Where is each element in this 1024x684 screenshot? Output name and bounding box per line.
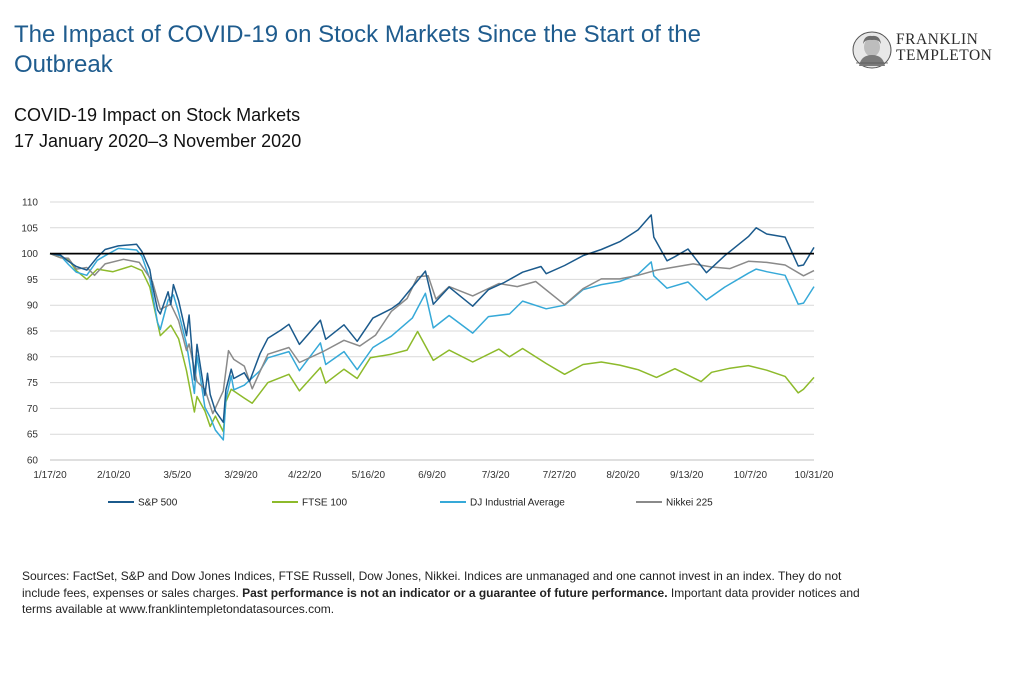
y-tick-label: 75 [27,378,39,389]
x-tick-label: 8/20/20 [606,470,640,481]
x-tick-label: 2/10/20 [97,470,131,481]
y-tick-label: 95 [27,275,39,286]
y-tick-label: 110 [22,198,38,209]
chart-legend: S&P 500 FTSE 100 DJ Industrial Average Nikk… [108,498,713,509]
x-tick-label: 4/22/20 [288,470,322,481]
x-tick-label: 9/13/20 [670,470,704,481]
legend-entry: Nikkei 225 [636,498,713,509]
x-axis-tick-labels: 1/17/20 2/10/20 3/5/20 3/29/20 4/22/20 5/16/2… [33,470,834,481]
y-tick-label: 85 [27,327,39,338]
series-line-s-p-500 [49,214,815,424]
logo-line-2: TEMPLETON [896,47,993,64]
series-line-nikkei-225 [49,252,815,415]
y-tick-label: 70 [27,404,39,415]
legend-label: S&P 500 [138,498,178,509]
series-line-dj-industrial-average [49,247,815,441]
legend-label: FTSE 100 [302,498,347,509]
legend-entry: FTSE 100 [272,498,347,509]
chart-subtitle: COVID-19 Impact on Stock Markets 17 Janu… [14,102,301,154]
y-tick-label: 60 [27,456,39,467]
line-chart: 60 65 70 75 80 85 90 95 100 105 110 1/17/20 2/10/20… [21,198,834,509]
legend-label: Nikkei 225 [666,498,713,509]
y-axis-tick-labels: 60 65 70 75 80 85 90 95 100 105 110 [21,198,38,467]
y-tick-label: 90 [27,301,39,312]
legend-entry: S&P 500 [108,498,178,509]
benjamin-franklin-portrait-icon [852,31,892,69]
y-tick-label: 105 [21,223,38,234]
y-tick-label: 100 [21,249,38,260]
footnote-text-1: Sources: FactSet, S&P and Dow Jones Indi… [22,569,842,600]
x-tick-label: 5/16/20 [352,470,386,481]
subtitle-line-2: 17 January 2020–3 November 2020 [14,131,302,151]
x-tick-label: 3/29/20 [224,470,258,481]
logo-line-1: FRANKLIN [896,31,979,48]
x-tick-label: 7/27/20 [543,470,577,481]
x-tick-label: 7/3/20 [482,470,510,481]
y-tick-label: 80 [27,352,39,363]
y-tick-label: 65 [27,430,39,441]
subtitle-line-1: COVID-19 Impact on Stock Markets [14,105,301,125]
x-tick-label: 10/31/20 [795,470,834,481]
x-tick-label: 1/17/20 [33,470,67,481]
source-footnote: Sources: FactSet, S&P and Dow Jones Indi… [22,568,882,618]
legend-label: DJ Industrial Average [470,498,565,509]
legend-entry: DJ Industrial Average [440,498,565,509]
page-title: The Impact of COVID-19 on Stock Markets … [14,21,701,78]
footnote-text-2: Important data provider notices and term… [22,585,860,617]
series-lines [49,214,815,441]
franklin-templeton-logo: FRANKLIN TEMPLETON [850,30,1015,70]
footnote-disclaimer-bold: Past performance is not an indicator or … [242,585,668,600]
x-tick-label: 3/5/20 [163,470,191,481]
x-tick-label: 10/7/20 [734,470,768,481]
x-tick-label: 6/9/20 [418,470,446,481]
series-line-ftse-100 [49,252,815,433]
